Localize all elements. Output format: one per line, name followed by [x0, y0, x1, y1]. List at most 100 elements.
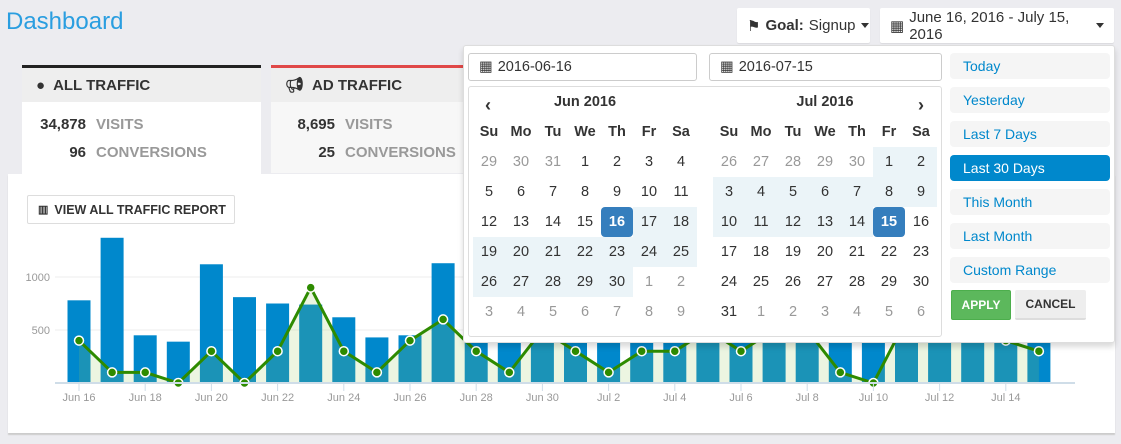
calendar-day[interactable]: 4	[852, 304, 862, 320]
calendar-day[interactable]: 29	[880, 274, 898, 290]
calendar-day[interactable]: 8	[580, 184, 590, 200]
calendar-day[interactable]: 11	[673, 184, 689, 200]
calendar-day[interactable]: 30	[601, 267, 633, 297]
calendar-day[interactable]: 4	[745, 177, 777, 207]
calendar-day[interactable]: 31	[544, 154, 562, 170]
calendar-day[interactable]: 1	[873, 147, 905, 177]
calendar-day[interactable]: 13	[809, 207, 841, 237]
calendar-day[interactable]: 28	[784, 154, 802, 170]
calendar-day[interactable]: 30	[848, 154, 866, 170]
calendar-day[interactable]: 10	[713, 207, 745, 237]
calendar-day[interactable]: 22	[569, 237, 601, 267]
calendar-day[interactable]: 1	[644, 274, 654, 290]
range-option[interactable]: Last 30 Days	[950, 155, 1110, 181]
prev-month-icon[interactable]: ‹	[485, 95, 491, 115]
next-month-icon[interactable]: ›	[918, 95, 924, 115]
calendar-day[interactable]: 30	[512, 154, 530, 170]
calendar-day[interactable]: 7	[612, 304, 622, 320]
apply-button[interactable]: APPLY	[951, 290, 1011, 320]
calendar-day[interactable]: 14	[544, 214, 562, 230]
calendar-day[interactable]: 23	[601, 237, 633, 267]
calendar-day[interactable]: 14	[841, 207, 873, 237]
calendar-day[interactable]: 25	[752, 274, 770, 290]
calendar-day[interactable]: 9	[905, 177, 937, 207]
calendar-day[interactable]: 6	[809, 177, 841, 207]
end-date-input[interactable]: ▦ 2016-07-15	[709, 53, 942, 81]
calendar-day[interactable]: 1	[580, 154, 590, 170]
calendar-day[interactable]: 7	[548, 184, 558, 200]
calendar-day[interactable]: 17	[633, 207, 665, 237]
calendar-day[interactable]: 2	[612, 154, 622, 170]
calendar-day[interactable]: 30	[912, 274, 930, 290]
calendar-day[interactable]: 24	[633, 237, 665, 267]
calendar-day[interactable]: 20	[816, 244, 834, 260]
calendar-day[interactable]: 27	[505, 267, 537, 297]
calendar-day[interactable]: 7	[841, 177, 873, 207]
calendar-day[interactable]: 6	[516, 184, 526, 200]
calendar-day[interactable]: 26	[784, 274, 802, 290]
calendar-day[interactable]: 17	[720, 244, 738, 260]
calendar-day[interactable]: 26	[473, 267, 505, 297]
calendar-day[interactable]: 4	[516, 304, 526, 320]
calendar-day[interactable]: 21	[848, 244, 866, 260]
calendar-day[interactable]: 28	[537, 267, 569, 297]
calendar-day[interactable]: 10	[640, 184, 658, 200]
calendar-day[interactable]: 9	[612, 184, 622, 200]
calendar-day[interactable]: 4	[676, 154, 686, 170]
calendar-day[interactable]: 18	[752, 244, 770, 260]
calendar-day[interactable]: 13	[512, 214, 530, 230]
range-option[interactable]: Last Month	[950, 223, 1110, 249]
calendar-day[interactable]: 2	[905, 147, 937, 177]
calendar-day[interactable]: 5	[777, 177, 809, 207]
start-date-input[interactable]: ▦ 2016-06-16	[468, 53, 697, 81]
calendar-day[interactable]: 22	[880, 244, 898, 260]
calendar-day[interactable]: 16	[912, 214, 930, 230]
calendar-day[interactable]: 27	[752, 154, 770, 170]
tab-all-traffic[interactable]: ● ALL TRAFFIC 34,878 VISITS 96 CONVERSIONS	[22, 65, 261, 175]
calendar-day[interactable]: 31	[720, 304, 738, 320]
calendar-day[interactable]: 2	[788, 304, 798, 320]
calendar-day[interactable]: 9	[676, 304, 686, 320]
calendar-day[interactable]: 16	[601, 207, 633, 237]
calendar-day[interactable]: 5	[548, 304, 558, 320]
calendar-day[interactable]: 2	[676, 274, 686, 290]
calendar-day[interactable]: 1	[756, 304, 766, 320]
calendar-day[interactable]: 20	[505, 237, 537, 267]
calendar-day[interactable]: 12	[777, 207, 809, 237]
calendar-day[interactable]: 27	[816, 274, 834, 290]
calendar-day[interactable]: 15	[576, 214, 594, 230]
calendar-day[interactable]: 3	[484, 304, 494, 320]
date-range-button[interactable]: ▦ June 16, 2016 - July 15, 2016	[880, 8, 1114, 43]
calendar-day[interactable]: 15	[873, 207, 905, 237]
calendar-day[interactable]: 12	[480, 214, 498, 230]
calendar-day[interactable]: 19	[784, 244, 802, 260]
range-option[interactable]: Custom Range	[950, 257, 1110, 283]
calendar-day[interactable]: 28	[848, 274, 866, 290]
calendar-day[interactable]: 8	[873, 177, 905, 207]
calendar-day[interactable]: 3	[820, 304, 830, 320]
calendar-day[interactable]: 3	[713, 177, 745, 207]
calendar-day[interactable]: 18	[665, 207, 697, 237]
calendar-day[interactable]: 3	[644, 154, 654, 170]
calendar-day[interactable]: 24	[720, 274, 738, 290]
range-option[interactable]: This Month	[950, 189, 1110, 215]
range-option[interactable]: Today	[950, 53, 1110, 79]
calendar-day[interactable]: 29	[569, 267, 601, 297]
calendar-day[interactable]: 29	[816, 154, 834, 170]
calendar-day[interactable]: 23	[912, 244, 930, 260]
calendar-day[interactable]: 6	[916, 304, 926, 320]
tab-ad-traffic[interactable]: 📢︎ AD TRAFFIC 8,695 VISITS 25 CONVERSIONS	[271, 65, 471, 173]
calendar-day[interactable]: 25	[665, 237, 697, 267]
cancel-button[interactable]: CANCEL	[1015, 290, 1086, 320]
calendar-day[interactable]: 11	[745, 207, 777, 237]
range-option[interactable]: Yesterday	[950, 87, 1110, 113]
calendar-day[interactable]: 19	[473, 237, 505, 267]
calendar-day[interactable]: 8	[644, 304, 654, 320]
calendar-day[interactable]: 26	[720, 154, 738, 170]
calendar-day[interactable]: 29	[480, 154, 498, 170]
range-option[interactable]: Last 7 Days	[950, 121, 1110, 147]
goal-dropdown[interactable]: ⚑ Goal: Signup	[737, 8, 870, 43]
calendar-day[interactable]: 5	[884, 304, 894, 320]
view-all-traffic-report-button[interactable]: ▥ VIEW ALL TRAFFIC REPORT	[27, 195, 235, 224]
calendar-day[interactable]: 6	[580, 304, 590, 320]
